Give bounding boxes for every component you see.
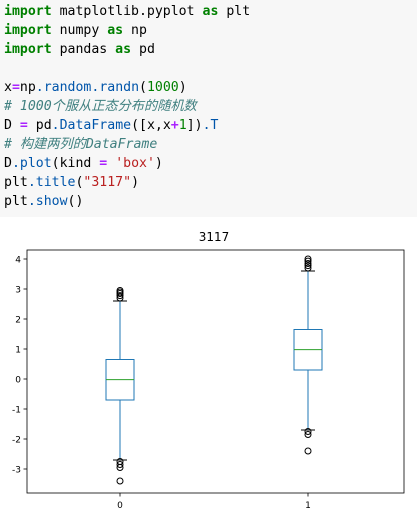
y-tick-label: -1 — [12, 406, 21, 416]
code-token: x — [4, 80, 12, 95]
code-token: pandas — [51, 42, 116, 57]
code-token: + — [170, 118, 179, 133]
code-line: # 构建两列的DataFrame — [4, 135, 157, 154]
chart-title: 3117 — [199, 230, 230, 244]
y-tick-label: -2 — [12, 436, 21, 446]
y-tick-label: 4 — [15, 256, 21, 266]
code-line: import pandas as pd — [4, 40, 155, 59]
outlier-point — [304, 262, 312, 270]
code-token: 'box' — [115, 156, 155, 171]
outlier-point — [116, 477, 124, 485]
code-token: pd — [27, 118, 52, 133]
plot-frame — [26, 249, 405, 494]
outlier-point — [116, 464, 124, 471]
x-tick-label: 0 — [117, 501, 123, 511]
code-token: np — [123, 23, 147, 38]
outlier-point — [116, 461, 124, 468]
code-token: # 构建两列的DataFrame — [4, 137, 158, 152]
code-line: # 1000个服从正态分布的随机数 — [4, 97, 197, 116]
code-token: .plot — [11, 156, 52, 171]
outlier-point — [304, 257, 312, 265]
code-line: D = pd.DataFrame([x,x+1]).T — [4, 116, 218, 135]
code-token: np — [19, 80, 36, 95]
code-token: numpy — [51, 23, 108, 38]
code-token: D — [4, 156, 12, 171]
code-token: 1 — [178, 118, 187, 133]
y-tick-label: 2 — [15, 316, 21, 326]
output-area: 3117 -3 -2 -1 0 1 2 3 4 0 1 — [0, 217, 417, 516]
code-token: # 1000个服从正态分布的随机数 — [4, 99, 197, 114]
y-tick-label: -3 — [12, 466, 21, 476]
outlier-point — [304, 260, 312, 267]
code-token: as — [115, 42, 132, 57]
code-token: as — [202, 4, 219, 19]
code-token: plt — [218, 4, 251, 19]
code-token: ) — [178, 80, 187, 95]
code-line: x=np.random.randn(1000) — [4, 78, 187, 97]
code-token: as — [107, 23, 124, 38]
code-token: ( — [139, 80, 147, 95]
outlier-point — [304, 264, 312, 272]
y-tick-label: 0 — [15, 376, 21, 386]
code-token: import — [4, 23, 52, 38]
code-token: ) — [131, 175, 140, 190]
code-line: import matplotlib.pyplot as plt — [4, 2, 250, 21]
y-tick-label: 1 — [15, 346, 21, 356]
code-token: matplotlib.pyplot — [51, 4, 203, 19]
code-token — [107, 156, 115, 171]
code-token: = — [99, 156, 108, 171]
code-line: plt.show() — [4, 192, 83, 211]
code-token: "3117" — [83, 175, 132, 190]
code-token: .title — [27, 175, 76, 190]
code-token: (kind — [51, 156, 100, 171]
code-cell[interactable]: import matplotlib.pyplot as plt import nu… — [0, 0, 417, 217]
code-line: plt.title("3117") — [4, 173, 139, 192]
box-plot-chart: 3117 -3 -2 -1 0 1 2 3 4 0 1 — [12, 230, 405, 511]
x-tick-label: 1 — [305, 501, 311, 511]
outlier-point — [304, 428, 312, 435]
code-token: () — [67, 194, 84, 209]
y-tick-label: 3 — [15, 286, 21, 296]
code-token: ]) — [186, 118, 203, 133]
code-token: .T — [202, 118, 219, 133]
code-token: .random.randn — [35, 80, 140, 95]
code-token: ( — [75, 175, 84, 190]
code-token: import — [4, 4, 52, 19]
code-token: .DataFrame — [51, 118, 132, 133]
code-token: .show — [27, 194, 68, 209]
code-token: = — [11, 80, 20, 95]
outlier-point — [304, 447, 312, 455]
code-token: D — [4, 118, 20, 133]
code-token: = — [19, 118, 28, 133]
code-token: 1000 — [146, 80, 179, 95]
code-token: pd — [131, 42, 155, 57]
code-line: D.plot(kind = 'box') — [4, 154, 163, 173]
outlier-point — [304, 255, 312, 263]
code-token: plt — [4, 194, 28, 209]
code-token: plt — [4, 175, 28, 190]
outlier-point — [116, 287, 124, 294]
outlier-point — [304, 431, 312, 438]
code-token: ([x,x — [131, 118, 171, 133]
outlier-point — [116, 292, 124, 300]
code-line: import numpy as np — [4, 21, 147, 40]
code-token: import — [4, 42, 52, 57]
code-token: ) — [154, 156, 163, 171]
